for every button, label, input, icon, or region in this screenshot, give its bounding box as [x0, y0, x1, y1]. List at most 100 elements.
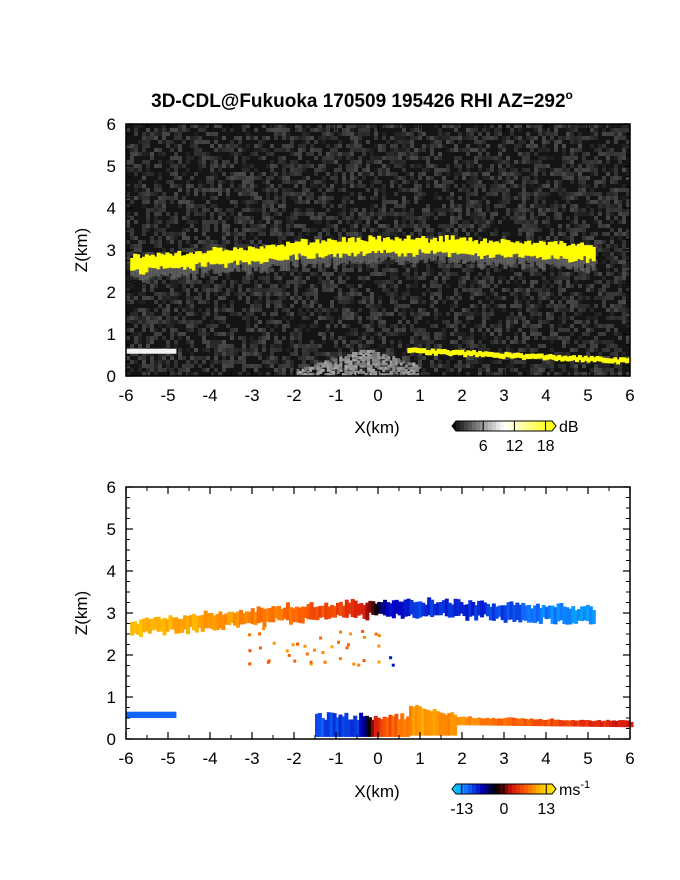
noise-pixel: [126, 328, 130, 332]
noise-pixel: [438, 260, 442, 264]
noise-pixel: [142, 364, 146, 368]
cloud-shadow: [277, 260, 282, 267]
noise-pixel: [622, 208, 626, 212]
noise-pixel: [218, 316, 222, 320]
noise-pixel: [490, 176, 494, 180]
noise-pixel: [242, 192, 246, 196]
noise-pixel: [466, 372, 470, 376]
noise-pixel: [394, 296, 398, 300]
noise-pixel: [598, 192, 602, 196]
cloud-column: [212, 246, 217, 265]
noise-pixel: [262, 228, 266, 232]
noise-pixel: [378, 260, 382, 264]
echo-pixel: [349, 354, 353, 358]
noise-pixel: [338, 288, 342, 292]
noise-pixel: [594, 368, 598, 372]
noise-pixel: [346, 132, 350, 136]
noise-pixel: [434, 348, 438, 352]
noise-pixel: [562, 320, 566, 324]
noise-pixel: [518, 304, 522, 308]
noise-pixel: [318, 360, 322, 364]
noise-pixel: [242, 224, 246, 228]
noise-pixel: [242, 368, 246, 372]
noise-pixel: [602, 304, 606, 308]
noise-pixel: [154, 216, 158, 220]
noise-pixel: [278, 176, 282, 180]
echo-pixel: [349, 366, 353, 370]
noise-pixel: [582, 156, 586, 160]
noise-pixel: [218, 308, 222, 312]
noise-pixel: [406, 212, 410, 216]
noise-pixel: [198, 148, 202, 152]
noise-pixel: [254, 152, 258, 156]
echo-pixel: [359, 358, 363, 362]
echo-pixel: [402, 373, 406, 376]
noise-pixel: [562, 308, 566, 312]
noise-pixel: [534, 332, 538, 336]
noise-pixel: [138, 124, 142, 128]
noise-pixel: [486, 316, 490, 320]
noise-pixel: [586, 212, 590, 216]
noise-pixel: [130, 216, 134, 220]
noise-pixel: [126, 220, 130, 224]
noise-pixel: [434, 196, 438, 200]
noise-pixel: [602, 288, 606, 292]
noise-pixel: [334, 228, 338, 232]
noise-pixel: [394, 224, 398, 228]
noise-pixel: [426, 336, 430, 340]
noise-pixel: [202, 140, 206, 144]
noise-pixel: [486, 168, 490, 172]
noise-pixel: [358, 216, 362, 220]
noise-pixel: [290, 296, 294, 300]
cloud-column: [577, 243, 582, 260]
noise-pixel: [618, 156, 622, 160]
noise-pixel: [182, 356, 186, 360]
noise-pixel: [146, 340, 150, 344]
noise-pixel: [478, 344, 482, 348]
noise-pixel: [306, 212, 310, 216]
noise-pixel: [282, 328, 286, 332]
cloud-shadow: [350, 252, 355, 264]
noise-pixel: [554, 180, 558, 184]
noise-pixel: [622, 312, 626, 316]
noise-pixel: [126, 184, 130, 188]
noise-pixel: [330, 224, 334, 228]
noise-pixel: [130, 160, 134, 164]
noise-pixel: [190, 136, 194, 140]
noise-pixel: [174, 176, 178, 180]
noise-pixel: [470, 332, 474, 336]
noise-pixel: [214, 140, 218, 144]
noise-pixel: [178, 336, 182, 340]
noise-pixel: [466, 212, 470, 216]
noise-pixel: [566, 336, 570, 340]
echo-pixel: [349, 370, 353, 374]
noise-pixel: [398, 152, 402, 156]
noise-pixel: [410, 300, 414, 304]
noise-pixel: [474, 180, 478, 184]
noise-pixel: [346, 232, 350, 236]
noise-pixel: [218, 332, 222, 336]
noise-pixel: [358, 140, 362, 144]
cloud-column: [477, 243, 482, 257]
noise-pixel: [250, 340, 254, 344]
noise-pixel: [154, 336, 158, 340]
noise-pixel: [130, 368, 134, 372]
noise-pixel: [342, 184, 346, 188]
noise-pixel: [250, 328, 254, 332]
noise-pixel: [234, 236, 238, 240]
noise-pixel: [354, 368, 358, 372]
noise-pixel: [286, 308, 290, 312]
echo-pixel: [389, 360, 393, 364]
noise-pixel: [482, 128, 486, 132]
noise-pixel: [466, 340, 470, 344]
noise-pixel: [354, 316, 358, 320]
noise-pixel: [534, 200, 538, 204]
noise-pixel: [506, 232, 510, 236]
noise-pixel: [490, 164, 494, 168]
noise-pixel: [130, 360, 134, 364]
noise-pixel: [470, 316, 474, 320]
echo-pixel: [382, 373, 386, 376]
noise-pixel: [158, 196, 162, 200]
noise-pixel: [154, 148, 158, 152]
noise-pixel: [502, 340, 506, 344]
